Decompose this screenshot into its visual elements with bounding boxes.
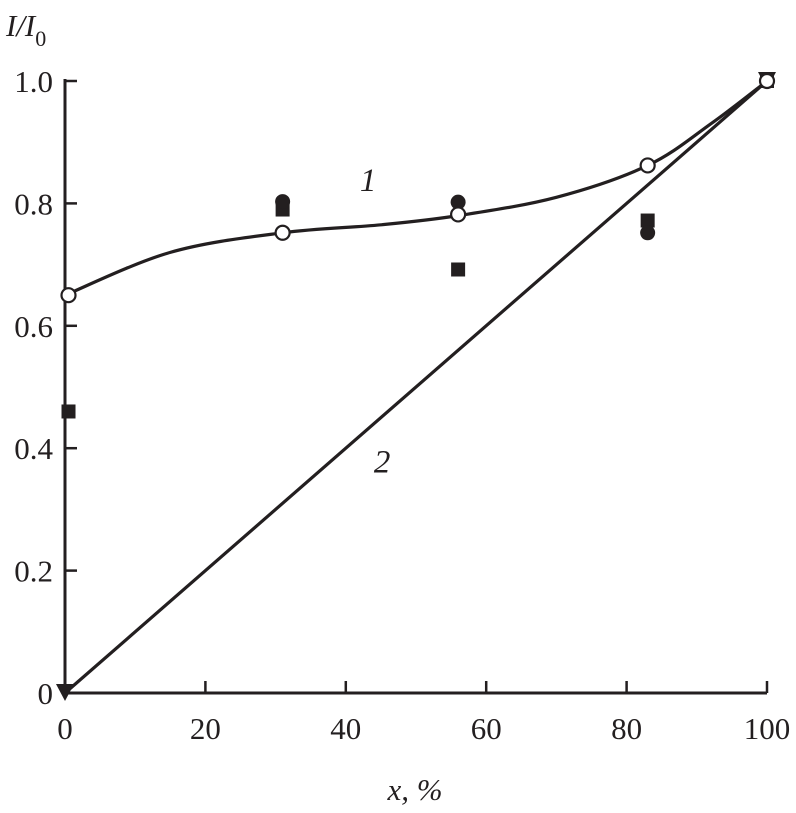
axes [63,79,769,695]
y-tick-label: 0.6 [14,309,53,344]
curve-label-2: 2 [374,445,391,481]
y-axis-title-subscript: 0 [35,26,46,51]
x-tick-label: 40 [330,711,361,746]
data-markers [56,72,776,701]
open-circle-point [758,72,776,90]
y-tick-label: 0.8 [14,186,53,221]
x-tick-label: 100 [744,711,791,746]
open-circle-point [274,224,291,241]
x-tick-label: 20 [190,711,221,746]
open-circle-point [450,206,467,223]
filled-square-point [640,213,655,228]
y-tick-label: 0.4 [14,431,53,466]
curve-label-1: 1 [360,163,377,199]
filled-square-point [451,262,466,277]
curve-1 [63,79,769,297]
filled-circle-point [640,225,656,241]
open-circle-point [639,157,656,174]
y-tick-label: 1.0 [14,64,53,99]
open-circle-point [60,287,77,304]
x-tick-label: 60 [471,711,502,746]
x-tick-label: 80 [611,711,642,746]
filled-circle-point [275,194,291,210]
y-tick-label: 0 [38,676,54,711]
curves [63,79,769,695]
y-axis-title: I/I0 [5,8,46,51]
y-axis-title-main: I/I [5,8,37,43]
x-axis-title: x, % [386,772,442,807]
y-tick-label: 0.2 [14,554,53,589]
filled-triangle-point [56,684,74,701]
filled-square-point [61,404,76,419]
x-tick-label: 0 [57,711,73,746]
filled-circle-point [450,194,466,210]
curve-2 [63,79,769,695]
